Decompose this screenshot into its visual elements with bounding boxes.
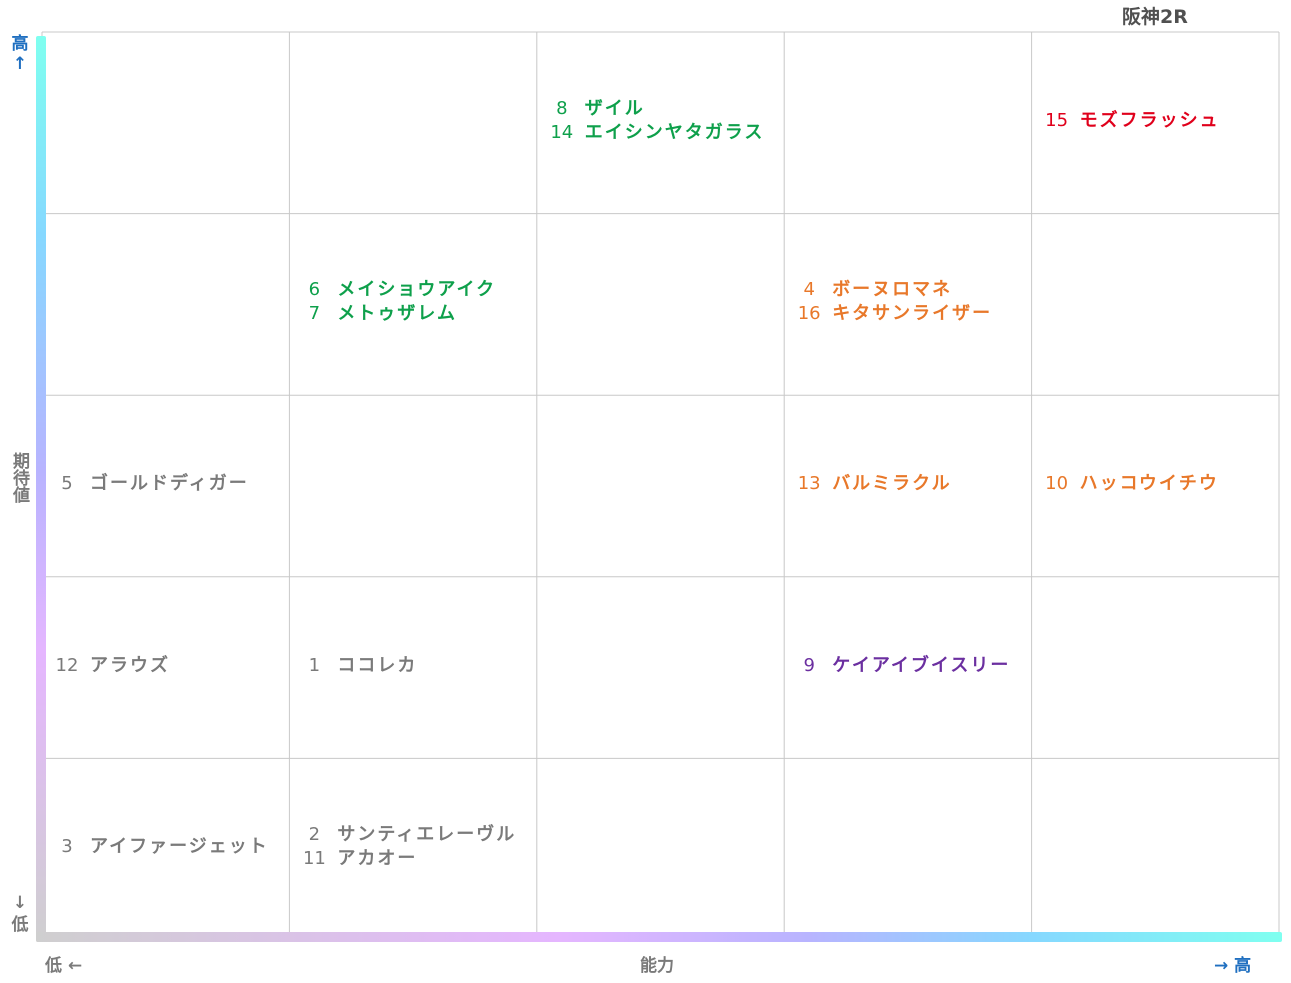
horse-name: モズフラッシュ xyxy=(1079,109,1220,131)
cell-entries: 4 ボーヌロマネ 16 キタサンライザー xyxy=(792,278,992,326)
x-axis-bar xyxy=(36,932,1282,942)
horse-name: メイショウアイク xyxy=(337,279,497,301)
horse-number: 12 xyxy=(55,654,79,676)
horse-number: 15 xyxy=(1045,109,1069,131)
horse-number: 16 xyxy=(797,303,821,325)
horse-number: 1 xyxy=(308,654,321,676)
horse-name: ココレカ xyxy=(337,654,418,676)
horse-name: ザイル xyxy=(584,97,645,119)
horse-entry: 11 アカオー xyxy=(297,847,516,871)
horse-number: 6 xyxy=(308,279,321,301)
horse-entry: 1 ココレカ xyxy=(297,654,417,678)
horse-name: キタサンライザー xyxy=(832,303,993,325)
x-axis-low-label: 低 ← xyxy=(45,956,83,976)
cell-entries: 9 ケイアイブイスリー xyxy=(792,654,1010,678)
cell-entries: 1 ココレカ xyxy=(297,654,417,678)
y-axis-high-label: 高↑ xyxy=(11,34,29,74)
race-title: 阪神2R xyxy=(1122,6,1188,28)
horse-number: 9 xyxy=(803,654,815,676)
horse-name: アイファージェット xyxy=(90,836,269,858)
horse-name: ボーヌロマネ xyxy=(832,279,953,301)
horse-number: 10 xyxy=(1045,473,1069,494)
horse-entry: 9 ケイアイブイスリー xyxy=(792,654,1010,678)
horse-name: エイシンヤタガラス xyxy=(584,121,765,143)
horse-entry: 15 モズフラッシュ xyxy=(1040,109,1220,133)
horse-name: ケイアイブイスリー xyxy=(832,654,1011,676)
x-axis-high-label: → 高 xyxy=(1214,956,1252,976)
horse-entry: 2 サンティエレーヴル xyxy=(297,823,516,847)
horse-entry: 8 ザイル xyxy=(545,97,765,121)
horse-entry: 10 ハッコウイチウ xyxy=(1040,472,1219,496)
horse-number: 2 xyxy=(308,824,321,846)
horse-name: メトゥザレム xyxy=(337,303,458,325)
cell-entries: 3 アイファージェット xyxy=(50,835,269,859)
horse-number: 13 xyxy=(797,473,821,494)
cell-entries: 6 メイショウアイク 7 メトゥザレム xyxy=(297,278,496,326)
horse-number: 4 xyxy=(803,279,815,301)
horse-number: 11 xyxy=(302,848,326,870)
horse-name: ゴールドディガー xyxy=(90,473,249,494)
horse-entry: 16 キタサンライザー xyxy=(792,302,992,326)
horse-number: 8 xyxy=(556,97,568,119)
horse-name: アカオー xyxy=(337,848,418,870)
horse-entry: 3 アイファージェット xyxy=(50,835,269,859)
horse-entry: 4 ボーヌロマネ xyxy=(792,278,992,302)
cell-entries: 5 ゴールドディガー xyxy=(50,472,249,496)
horse-name: サンティエレーヴル xyxy=(337,824,517,846)
horse-name: アラウズ xyxy=(90,654,170,676)
horse-number: 14 xyxy=(550,121,574,143)
cell-entries: 12 アラウズ xyxy=(50,654,170,678)
horse-number: 7 xyxy=(308,303,321,325)
horse-entry: 12 アラウズ xyxy=(50,654,170,678)
y-axis-low-label: ↓低 xyxy=(11,893,29,935)
horse-name: バルミラクル xyxy=(832,473,952,494)
horse-number: 5 xyxy=(61,473,73,494)
cell-entries: 2 サンティエレーヴル 11 アカオー xyxy=(297,823,516,871)
horse-entry: 5 ゴールドディガー xyxy=(50,472,249,496)
cell-entries: 13 バルミラクル xyxy=(792,472,951,496)
horse-entry: 14 エイシンヤタガラス xyxy=(545,121,765,145)
cell-entries: 8 ザイル 14 エイシンヤタガラス xyxy=(545,97,765,145)
cell-entries: 10 ハッコウイチウ xyxy=(1040,472,1219,496)
y-axis-label: 期待値 xyxy=(9,452,29,503)
horse-number: 3 xyxy=(61,836,73,858)
y-axis-bar xyxy=(36,36,46,942)
x-axis-label: 能力 xyxy=(640,956,674,976)
horse-name: ハッコウイチウ xyxy=(1079,473,1219,494)
horse-entry: 13 バルミラクル xyxy=(792,472,951,496)
horse-entry: 7 メトゥザレム xyxy=(297,302,496,326)
horse-entry: 6 メイショウアイク xyxy=(297,278,496,302)
cell-entries: 15 モズフラッシュ xyxy=(1040,109,1220,133)
